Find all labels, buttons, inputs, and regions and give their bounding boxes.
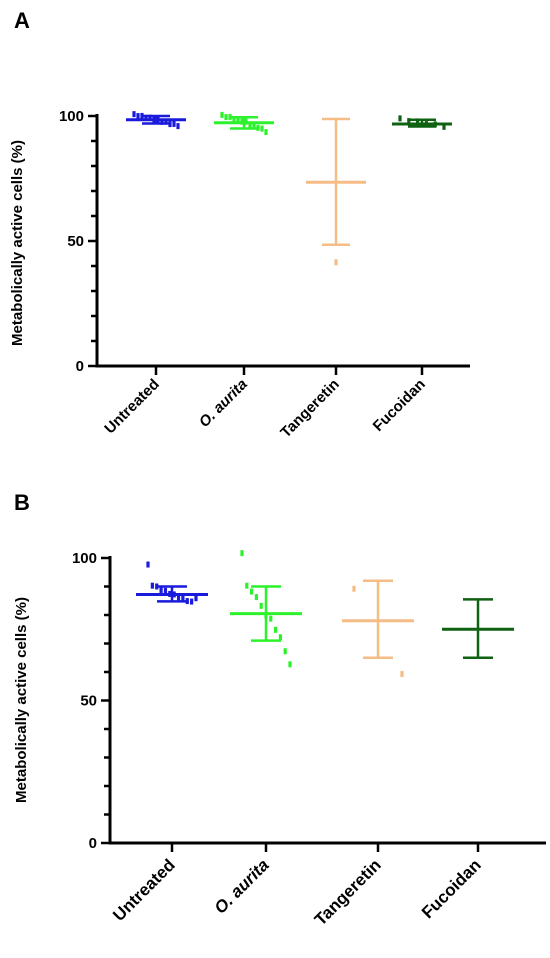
- panel-a-data-point: [264, 129, 268, 136]
- panel-a-data-point: [334, 259, 338, 266]
- panel-b-category-label: Untreated: [109, 855, 179, 925]
- panel-b-category-label: Tangeretin: [311, 855, 385, 929]
- panel-a-y-axis-label: Metabolically active cells (%): [9, 140, 26, 346]
- panel-a-category-label: Fucoidan: [370, 376, 429, 435]
- panel-b-axes: 0 50 100 Untreated O. aurita Tangeretin Fucoid…: [72, 550, 546, 929]
- panel-a-data-point: [132, 111, 136, 118]
- panel-a-data-point: [407, 118, 411, 125]
- panel-b-data-point: [155, 583, 159, 590]
- panel-a-data-point: [248, 121, 252, 128]
- panel-a-data-point: [176, 123, 180, 130]
- panel-a-data-point: [148, 114, 152, 121]
- panel-b-data-point: [185, 598, 189, 605]
- panel-b-data-point: [259, 602, 263, 609]
- panel-b-group-3: [342, 579, 414, 678]
- panel-a-data-point: [172, 120, 176, 127]
- panel-b: B Metabolically active cells (%) 0 50 100 U…: [13, 490, 546, 929]
- panel-a-y-tick-label: 100: [59, 108, 84, 125]
- panel-b-data-point: [250, 588, 254, 595]
- panel-b-category-label: Fucoidan: [418, 855, 485, 922]
- panel-a-y-tick-label: 0: [76, 358, 84, 375]
- panel-a-data-point: [220, 111, 224, 118]
- panel-a-group-3: [306, 117, 366, 266]
- panel-a-group-4: [392, 115, 452, 130]
- panel-a-marks: [126, 111, 452, 266]
- panel-b-data-point: [274, 626, 278, 633]
- panel-b-category-label: O. aurita: [211, 855, 273, 917]
- panel-b-marks: [136, 550, 514, 678]
- panel-a-y-tick-label: 50: [67, 233, 84, 250]
- panel-a-data-point: [252, 121, 256, 128]
- panel-a-data-point: [442, 123, 446, 130]
- panel-a-letter: A: [14, 8, 30, 33]
- panel-b-group-2: [230, 550, 302, 668]
- panel-a-category-label: O. aurita: [196, 376, 251, 431]
- panel-a-group-1: [126, 111, 186, 130]
- panel-a-data-point: [136, 113, 140, 120]
- panel-a-axes: 0 50 100 Untreated O. aurita Tangeretin Fucoid…: [59, 108, 470, 441]
- panel-a-data-point: [260, 125, 264, 132]
- panel-a-data-point: [144, 114, 148, 121]
- panel-b-data-point: [269, 615, 273, 622]
- panel-b-data-point: [146, 561, 150, 568]
- panel-b-data-point: [181, 594, 185, 601]
- panel-a-data-point: [160, 118, 164, 125]
- panel-b-data-point: [240, 550, 244, 557]
- panel-b-y-axis-label: Metabolically active cells (%): [13, 597, 30, 803]
- panel-b-data-point: [194, 595, 198, 602]
- panel-a-data-point: [224, 114, 228, 121]
- panel-b-data-point: [245, 582, 249, 589]
- panel-b-data-point: [150, 582, 154, 589]
- panel-b-y-tick-label: 50: [80, 693, 97, 710]
- panel-b-data-point: [159, 586, 163, 593]
- panel-b-data-point: [163, 587, 168, 594]
- panel-a-category-label: Untreated: [101, 376, 163, 438]
- panel-a-data-point: [398, 115, 402, 122]
- panel-b-data-point: [278, 634, 282, 641]
- panel-a: A Metabolically active cells (%) 0 50 100 U…: [9, 8, 470, 441]
- panel-b-data-point: [254, 594, 258, 601]
- panel-b-data-point: [176, 594, 181, 601]
- panel-a-data-point: [236, 116, 240, 123]
- panel-b-data-point: [400, 671, 404, 678]
- panel-a-data-point: [232, 116, 236, 123]
- panel-b-group-4: [442, 598, 514, 659]
- panel-a-category-label: Tangeretin: [277, 376, 342, 441]
- panel-b-data-point: [283, 648, 287, 655]
- panel-a-data-point: [164, 118, 168, 125]
- panel-b-letter: B: [14, 490, 30, 515]
- panel-a-data-point: [416, 118, 420, 125]
- panel-b-data-point: [190, 598, 194, 605]
- panel-b-data-point: [288, 661, 292, 668]
- panel-b-y-tick-label: 0: [89, 835, 97, 852]
- panel-a-group-2: [214, 111, 274, 136]
- panel-b-group-1: [136, 561, 208, 605]
- panel-b-data-point: [352, 585, 356, 592]
- panel-b-y-tick-label: 100: [72, 550, 97, 567]
